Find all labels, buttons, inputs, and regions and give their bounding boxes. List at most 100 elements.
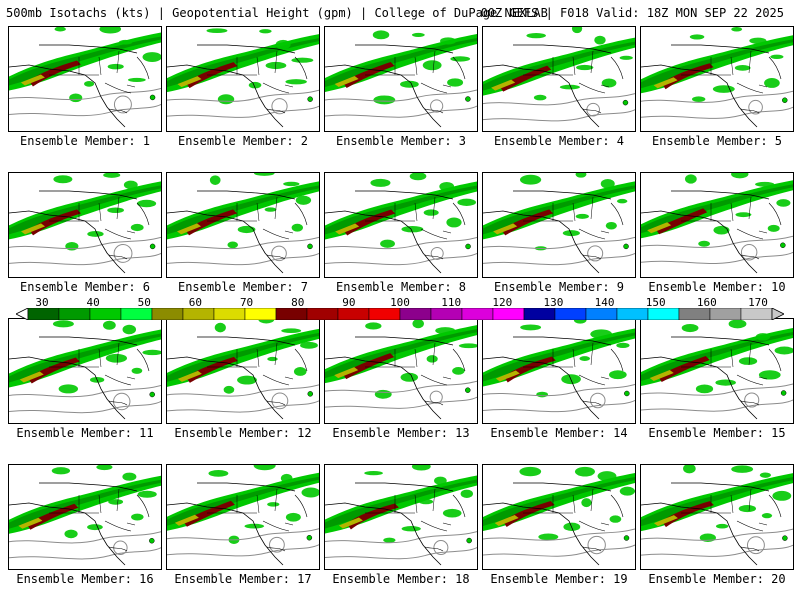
ensemble-member-map xyxy=(8,318,162,424)
wind-height-map xyxy=(325,319,477,420)
colorbar-swatch xyxy=(213,308,246,320)
ensemble-member-map xyxy=(324,318,478,424)
ensemble-member-label: Ensemble Member: 2 xyxy=(177,134,309,148)
colorbar-swatch xyxy=(399,308,432,320)
wind-height-map xyxy=(483,27,635,128)
ensemble-member-label: Ensemble Member: 11 xyxy=(16,426,154,440)
colorbar-swatch xyxy=(616,308,649,320)
colorbar-swatch xyxy=(647,308,680,320)
ensemble-member-map xyxy=(640,464,794,570)
ensemble-member-label: Ensemble Member: 14 xyxy=(490,426,628,440)
colorbar-swatch xyxy=(120,308,153,320)
ensemble-member-label: Ensemble Member: 4 xyxy=(493,134,625,148)
colorbar-swatch xyxy=(275,308,308,320)
colorbar-tick-label: 150 xyxy=(645,296,666,309)
ensemble-member-label: Ensemble Member: 9 xyxy=(493,280,625,294)
wind-height-map xyxy=(167,28,319,128)
ensemble-member-label: Ensemble Member: 7 xyxy=(177,280,309,294)
ensemble-member-map xyxy=(482,464,636,570)
ensemble-member-label: Ensemble Member: 16 xyxy=(16,572,154,586)
wind-height-map xyxy=(325,30,477,128)
colorbar-tick-label: 130 xyxy=(543,296,564,309)
colorbar-swatch xyxy=(89,308,122,320)
colorbar-swatch xyxy=(523,308,556,320)
ensemble-member-map xyxy=(324,172,478,278)
ensemble-member-map xyxy=(166,26,320,132)
colorbar-left-arrow xyxy=(16,308,29,320)
ensemble-member-map xyxy=(640,318,794,424)
ensemble-member-label: Ensemble Member: 20 xyxy=(648,572,786,586)
wind-height-map xyxy=(9,465,161,566)
wind-height-map xyxy=(641,465,793,566)
ensemble-member-label: Ensemble Member: 19 xyxy=(490,572,628,586)
colorbar-tick-label: 30 xyxy=(35,296,49,309)
wind-height-map xyxy=(483,466,635,566)
colorbar-swatch xyxy=(244,308,277,320)
colorbar-swatch xyxy=(554,308,587,320)
ensemble-member-label: Ensemble Member: 12 xyxy=(174,426,312,440)
colorbar-swatch xyxy=(306,308,339,320)
ensemble-member-label: Ensemble Member: 8 xyxy=(335,280,467,294)
colorbar-swatch xyxy=(492,308,525,320)
wind-height-map xyxy=(167,319,319,420)
ensemble-member-label: Ensemble Member: 5 xyxy=(651,134,783,148)
colorbar-swatch xyxy=(461,308,494,320)
ensemble-member-map xyxy=(482,26,636,132)
run-valid-time: 00Z GEFS | F018 Valid: 18Z MON SEP 22 20… xyxy=(480,6,784,20)
colorbar-swatch xyxy=(151,308,184,320)
wind-height-map xyxy=(325,173,477,274)
colorbar-tick-label: 80 xyxy=(291,296,305,309)
colorbar-swatch xyxy=(58,308,91,320)
colorbar-tick-label: 140 xyxy=(594,296,615,309)
colorbar-tick-label: 160 xyxy=(696,296,717,309)
colorbar-tick-label: 170 xyxy=(748,296,768,309)
colorbar-tick-label: 50 xyxy=(137,296,151,309)
colorbar-swatch xyxy=(337,308,370,320)
ensemble-member-label: Ensemble Member: 10 xyxy=(648,280,786,294)
ensemble-member-map xyxy=(324,26,478,132)
wind-height-map xyxy=(641,319,793,420)
ensemble-member-label: Ensemble Member: 13 xyxy=(332,426,470,440)
ensemble-member-label: Ensemble Member: 3 xyxy=(335,134,467,148)
wind-speed-colorbar xyxy=(16,308,784,320)
colorbar-swatch xyxy=(585,308,618,320)
ensemble-member-map xyxy=(640,172,794,278)
wind-height-map xyxy=(325,465,477,566)
wind-height-map xyxy=(641,27,793,128)
colorbar-tick-label: 110 xyxy=(441,296,462,309)
colorbar-right-arrow xyxy=(771,308,784,320)
ensemble-member-map xyxy=(8,464,162,570)
wind-height-map xyxy=(9,320,161,420)
ensemble-member-map xyxy=(482,172,636,278)
colorbar-swatch xyxy=(368,308,401,320)
ensemble-member-label: Ensemble Member: 17 xyxy=(174,572,312,586)
colorbar-tick-label: 90 xyxy=(342,296,356,309)
ensemble-member-map xyxy=(324,464,478,570)
wind-height-map xyxy=(167,465,319,566)
ensemble-member-label: Ensemble Member: 6 xyxy=(19,280,151,294)
ensemble-member-label: Ensemble Member: 18 xyxy=(332,572,470,586)
ensemble-member-map xyxy=(166,172,320,278)
ensemble-member-label: Ensemble Member: 1 xyxy=(19,134,151,148)
colorbar-swatch xyxy=(678,308,711,320)
wind-height-map xyxy=(641,173,793,274)
ensemble-member-map xyxy=(166,318,320,424)
colorbar-swatch xyxy=(740,308,773,320)
colorbar-swatch xyxy=(709,308,742,320)
colorbar-swatch xyxy=(430,308,463,320)
colorbar-tick-label: 120 xyxy=(492,296,513,309)
colorbar-tick-label: 60 xyxy=(188,296,203,309)
ensemble-member-map xyxy=(8,26,162,132)
wind-height-map xyxy=(483,173,635,274)
colorbar-tick-label: 40 xyxy=(86,296,100,309)
wind-height-map xyxy=(483,319,635,420)
colorbar-labels: 30 40 50 60 70 80 90 100 110 120 130 140 150 160 170 xyxy=(0,296,800,309)
ensemble-member-map xyxy=(640,26,794,132)
colorbar-swatch xyxy=(27,308,60,320)
wind-height-map xyxy=(9,27,161,128)
colorbar-swatch xyxy=(182,308,215,320)
colorbar-tick-label: 100 xyxy=(390,296,410,309)
ensemble-member-map xyxy=(482,318,636,424)
map-title: 500mb Isotachs (kts) | Geopotential Heig… xyxy=(6,6,548,20)
ensemble-member-map xyxy=(8,172,162,278)
